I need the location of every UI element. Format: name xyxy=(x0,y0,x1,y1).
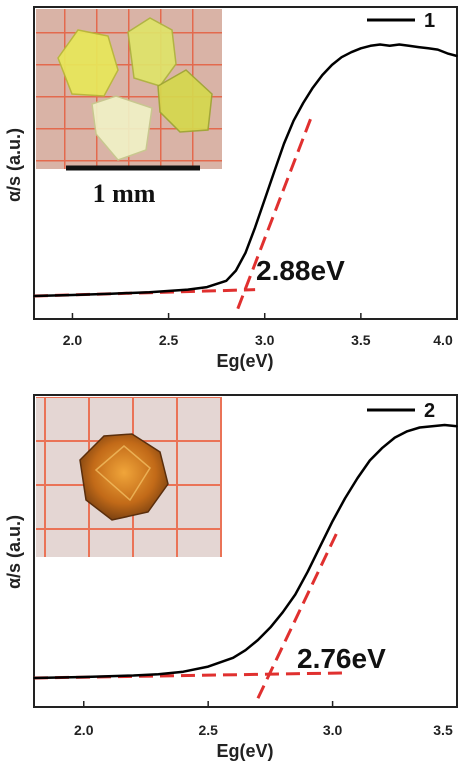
data-point-2-0 xyxy=(33,677,35,679)
data-point-2-2 xyxy=(82,676,85,678)
data-point-1-4 xyxy=(187,288,189,291)
scale-bar-label: 1 mm xyxy=(93,179,156,208)
data-point-2-13 xyxy=(294,593,297,596)
inset-photo-1 xyxy=(36,9,222,171)
x-tick-label-2-3: 3.5 xyxy=(433,722,453,738)
data-point-1-8 xyxy=(244,252,247,254)
data-point-1-20 xyxy=(360,47,362,50)
yellow-crystal-d xyxy=(91,95,153,161)
data-point-1-16 xyxy=(321,74,324,76)
data-point-1-5 xyxy=(206,286,208,288)
x-tick-label-1-4: 4.0 xyxy=(433,332,453,348)
data-point-1-24 xyxy=(398,43,401,46)
data-point-2-22 xyxy=(406,430,409,433)
y-axis-label-1: α/s (a.u.) xyxy=(4,128,24,202)
data-point-1-15 xyxy=(311,86,314,89)
data-point-1-1 xyxy=(71,294,74,296)
data-point-1-7 xyxy=(235,269,237,272)
data-point-2-10 xyxy=(257,639,259,641)
fit-line-2-2 xyxy=(256,530,339,699)
x-tick-label-2-0: 2.0 xyxy=(74,722,94,738)
panel-2: 2 2.0 2.5 3.0 3.5 2.76eV α/s (a.u.) Eg(eV) xyxy=(4,394,458,761)
data-point-1-26 xyxy=(417,46,420,48)
data-point-2-1 xyxy=(58,676,60,679)
x-tick-label-1-0: 2.0 xyxy=(63,332,83,348)
data-point-2-8 xyxy=(232,656,234,659)
band-gap-annotation-1: 2.88eV xyxy=(256,255,345,286)
inset-photo-2 xyxy=(36,397,222,557)
data-point-1-19 xyxy=(350,51,353,53)
data-point-2-19 xyxy=(369,459,371,462)
data-point-2-12 xyxy=(282,611,284,614)
data-point-2-16 xyxy=(331,520,334,522)
fit-line-1-2 xyxy=(236,117,313,310)
data-point-1-25 xyxy=(408,45,410,47)
data-point-2-7 xyxy=(207,665,209,668)
yellow-crystal-b xyxy=(127,17,177,87)
data-point-1-29 xyxy=(446,52,449,55)
yellow-crystal-c xyxy=(157,69,213,133)
data-point-1-23 xyxy=(388,45,391,47)
data-point-1-3 xyxy=(148,291,151,293)
legend-label-1: 1 xyxy=(424,10,435,32)
data-point-1-18 xyxy=(340,56,343,59)
data-point-2-25 xyxy=(443,424,446,426)
x-axis-2: 2.0 2.5 3.0 3.5 xyxy=(74,701,458,738)
data-point-2-20 xyxy=(381,446,384,449)
data-point-1-12 xyxy=(283,142,285,145)
data-point-2-3 xyxy=(107,675,110,678)
data-point-2-9 xyxy=(244,649,247,651)
data-point-1-27 xyxy=(427,47,429,50)
yellow-crystal-a xyxy=(57,29,119,97)
series-group-2 xyxy=(33,423,458,680)
data-point-2-18 xyxy=(356,477,359,479)
data-point-2-26 xyxy=(456,425,458,428)
data-point-1-21 xyxy=(369,45,372,47)
data-point-1-28 xyxy=(436,48,439,51)
data-point-1-22 xyxy=(379,43,381,46)
band-gap-annotation-2: 2.76eV xyxy=(297,643,386,674)
data-point-1-11 xyxy=(273,170,276,173)
data-point-1-2 xyxy=(110,292,112,295)
data-point-1-0 xyxy=(33,295,35,297)
data-point-1-30 xyxy=(456,55,458,57)
data-point-1-10 xyxy=(263,198,266,201)
data-point-1-14 xyxy=(302,102,304,104)
x-tick-label-1-1: 2.5 xyxy=(159,332,179,348)
data-point-2-11 xyxy=(269,626,272,629)
x-axis-1: 2.0 2.5 3.0 3.5 4.0 xyxy=(63,313,458,348)
data-point-2-21 xyxy=(393,436,396,439)
x-axis-label-2: Eg(eV) xyxy=(216,741,273,761)
data-point-1-6 xyxy=(225,279,228,282)
data-point-2-4 xyxy=(132,674,135,677)
x-tick-label-2-1: 2.5 xyxy=(198,722,218,738)
legend-label-2: 2 xyxy=(424,400,435,422)
x-tick-label-1-2: 3.0 xyxy=(255,332,275,348)
data-point-2-6 xyxy=(182,670,185,673)
data-point-2-24 xyxy=(431,425,433,428)
data-point-2-23 xyxy=(418,426,421,429)
x-tick-label-1-3: 3.5 xyxy=(351,332,371,348)
data-point-2-5 xyxy=(157,673,160,676)
data-point-1-17 xyxy=(331,64,333,66)
series-group-1 xyxy=(33,43,458,298)
data-point-2-15 xyxy=(319,545,321,548)
x-axis-label-1: Eg(eV) xyxy=(216,351,273,371)
y-axis-label-2: α/s (a.u.) xyxy=(4,515,24,589)
x-tick-label-2-2: 3.0 xyxy=(323,722,343,738)
data-point-1-9 xyxy=(254,226,256,229)
data-point-1-13 xyxy=(292,119,295,122)
panel-1: 1 mm 1 2.0 2.5 3.0 3.5 4.0 2.88eV α/s (a.u.)… xyxy=(4,6,458,371)
data-point-2-14 xyxy=(306,570,309,573)
data-point-2-17 xyxy=(344,497,346,500)
orange-crystal xyxy=(79,433,169,521)
